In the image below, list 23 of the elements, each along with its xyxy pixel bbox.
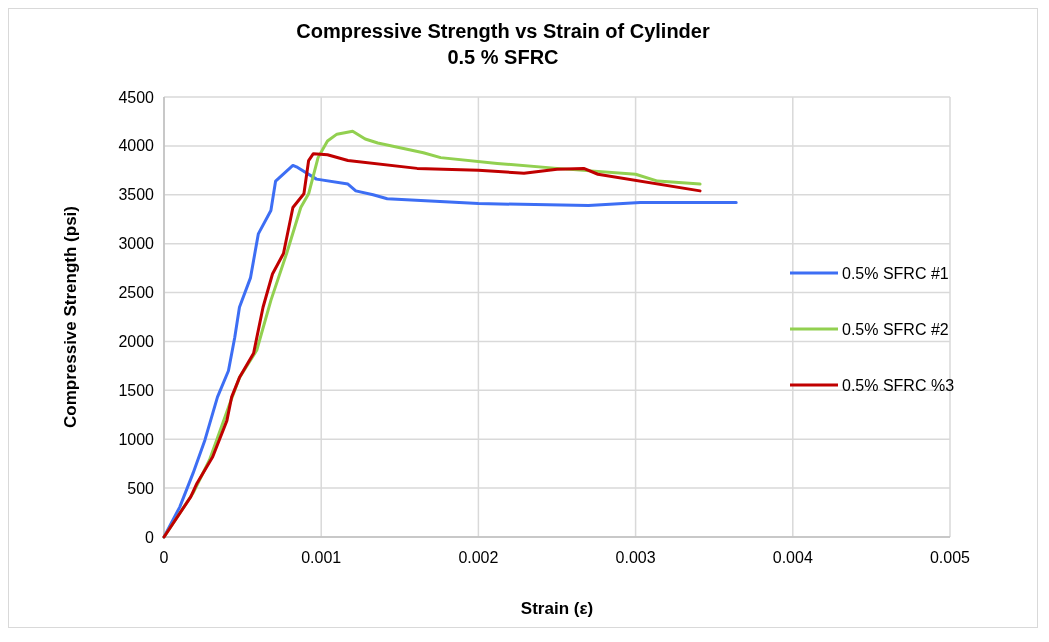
y-tick-label: 1500 <box>118 381 155 399</box>
x-axis-title: Strain (ε) <box>520 599 594 618</box>
y-tick-label: 3500 <box>118 186 155 204</box>
x-tick-label: 0 <box>159 549 169 566</box>
y-tick-label: 4000 <box>118 137 155 155</box>
y-tick-label: 0 <box>145 528 155 546</box>
x-tick-label: 0.004 <box>772 549 813 566</box>
chart-title: Compressive Strength vs Strain of Cylinder <box>296 20 710 42</box>
x-tick-label: 0.001 <box>301 549 342 566</box>
y-tick-label: 2000 <box>118 333 155 351</box>
x-tick-label: 0.005 <box>929 549 971 566</box>
y-tick-label: 4500 <box>118 88 155 106</box>
legend-label: 0.5% SFRC %3 <box>842 376 955 394</box>
x-tick-label: 0.003 <box>615 549 656 566</box>
y-tick-label: 500 <box>127 479 155 497</box>
y-tick-label: 3000 <box>118 235 155 253</box>
legend-label: 0.5% SFRC #2 <box>842 320 949 338</box>
chart-subtitle: 0.5 % SFRC <box>447 46 559 68</box>
legend-label: 0.5% SFRC #1 <box>842 264 949 282</box>
y-tick-label: 1000 <box>118 430 155 448</box>
y-axis-title: Compressive Strength (psi) <box>61 206 80 428</box>
y-tick-label: 2500 <box>118 284 155 302</box>
x-tick-label: 0.002 <box>458 549 499 566</box>
